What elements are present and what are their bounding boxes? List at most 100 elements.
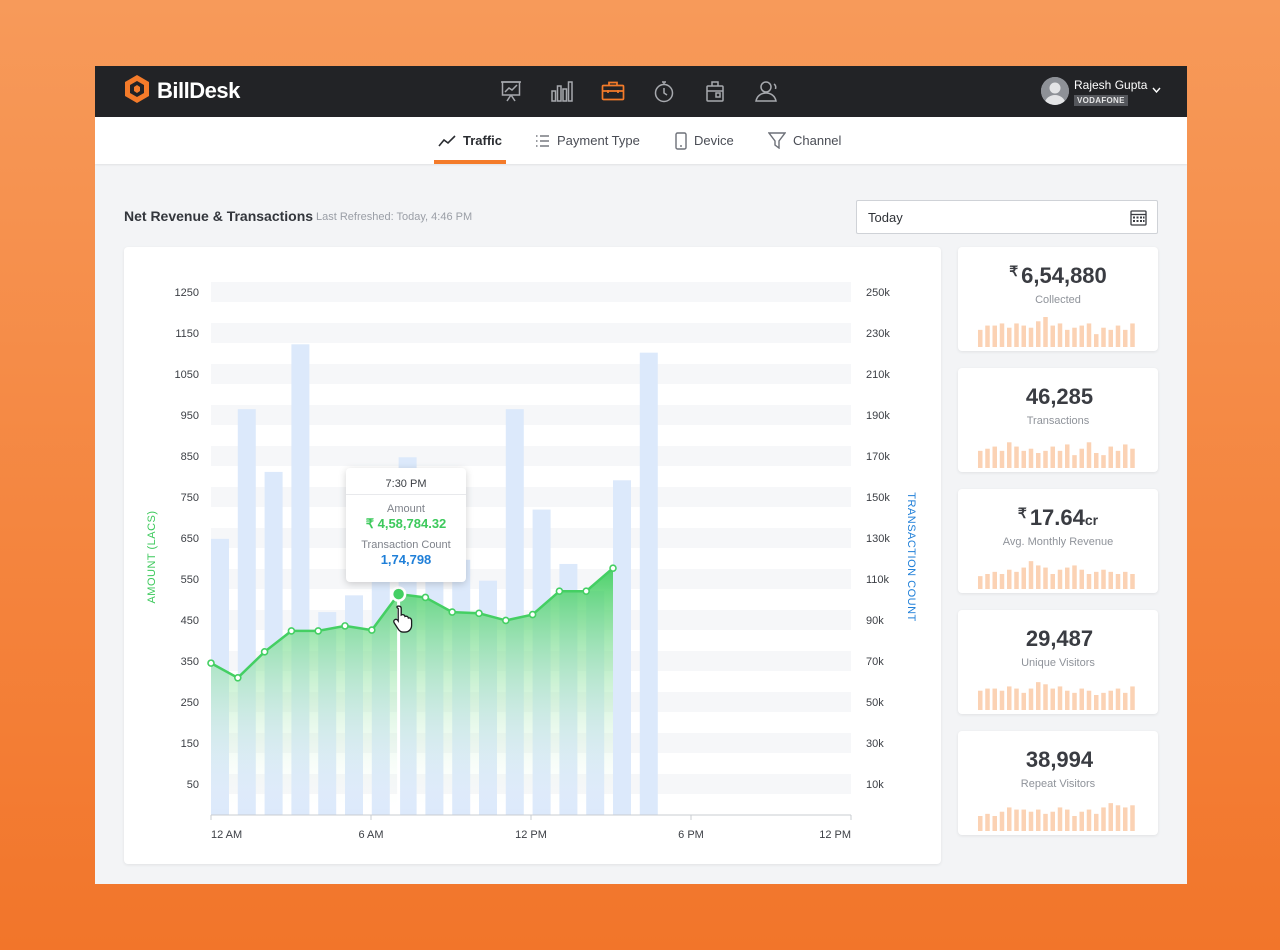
user-org-badge: VODAFONE — [1074, 95, 1128, 106]
spark-bar — [1086, 323, 1092, 347]
calendar-icon[interactable] — [1130, 209, 1147, 231]
y-tick-label: 1150 — [175, 328, 199, 340]
date-range-picker[interactable]: Today — [856, 200, 1158, 234]
amount-point — [368, 626, 376, 634]
spark-bar — [1007, 442, 1012, 468]
y2-tick-label: 110k — [866, 574, 890, 586]
spark-bar — [1057, 323, 1063, 347]
spark-bar — [1043, 450, 1048, 468]
avatar — [1041, 77, 1069, 105]
spark-bar — [1021, 325, 1026, 347]
rupee-icon: ₹ — [1009, 263, 1019, 279]
y2-tick-label: 230k — [866, 328, 890, 340]
briefcase-icon — [601, 81, 625, 101]
spark-bar — [978, 816, 983, 831]
kpi-value: 46,285 — [1025, 384, 1094, 409]
spark-bar — [1057, 450, 1063, 468]
y2-tick-label: 210k — [866, 369, 890, 381]
spark-bar — [992, 688, 997, 710]
spark-bar — [1123, 444, 1128, 468]
hand-cursor-icon — [393, 605, 413, 633]
spark-bar — [1050, 811, 1055, 831]
spark-bar — [1021, 809, 1026, 831]
last-refreshed: Last Refreshed: Today, 4:46 PM — [316, 211, 473, 223]
spark-bar — [1036, 565, 1041, 589]
nav-bar-chart[interactable] — [550, 78, 574, 104]
spark-bar — [1065, 329, 1070, 347]
spark-bar — [1130, 805, 1135, 831]
spark-bar — [999, 323, 1005, 347]
spark-bar — [1123, 571, 1128, 589]
spark-bar — [999, 450, 1005, 468]
spark-bar — [1007, 569, 1012, 589]
tab-device[interactable]: Device — [675, 117, 734, 164]
y2-tick-label: 10k — [866, 779, 884, 791]
tab-traffic[interactable]: Traffic — [433, 117, 507, 164]
kpi-sparkline — [978, 803, 1135, 831]
tab-payment-type[interactable]: Payment Type — [535, 117, 640, 164]
spark-bar — [1115, 325, 1121, 347]
kpi-card-unique-visitors[interactable]: 29,487 Unique Visitors — [958, 610, 1158, 714]
spark-bar — [985, 688, 990, 710]
nav-stopwatch[interactable] — [652, 78, 676, 104]
grid-band — [211, 364, 851, 384]
spark-bar — [1014, 571, 1019, 589]
spark-bar — [999, 811, 1005, 831]
tooltip-amount: ₹ 4,58,784.32 — [365, 516, 447, 531]
tooltip-count-label: Transaction Count — [361, 539, 451, 551]
kpi-value: 6,54,880 — [1021, 263, 1107, 288]
kpi-value-row: 38,994 — [958, 747, 1158, 773]
spark-bar — [992, 446, 997, 468]
top-nav — [499, 78, 778, 104]
spark-bar — [985, 448, 990, 468]
amount-point — [341, 622, 349, 630]
chevron-down-icon — [1152, 80, 1161, 98]
billdesk-logo-icon — [123, 74, 151, 109]
spark-bar — [1036, 682, 1041, 710]
kpi-card-transactions[interactable]: 46,285 Transactions — [958, 368, 1158, 472]
y2-tick-label: 130k — [866, 533, 890, 545]
spark-bar — [1094, 453, 1099, 468]
amount-point — [609, 564, 617, 572]
mobile-icon — [675, 131, 687, 150]
transaction-bar — [639, 352, 658, 815]
nav-users[interactable] — [754, 78, 778, 104]
amount-point — [234, 673, 242, 682]
kpi-sparkline — [978, 442, 1135, 468]
spark-bar — [1115, 450, 1121, 468]
spark-bar — [1014, 323, 1019, 347]
kpi-card-repeat-visitors[interactable]: 38,994 Repeat Visitors — [958, 731, 1158, 835]
x-tick-label: 12 AM — [211, 829, 242, 841]
nav-presentation-chart[interactable] — [499, 78, 523, 104]
amount-point — [260, 648, 269, 656]
document-clip-icon — [706, 81, 724, 102]
kpi-card-collected[interactable]: ₹6,54,880 Collected — [958, 247, 1158, 351]
spark-bar — [1050, 446, 1055, 468]
spark-bar — [1130, 323, 1135, 347]
y-tick-label: 1050 — [175, 369, 199, 381]
tooltip-count: 1,74,798 — [380, 552, 432, 567]
revenue-chart-card: 1250 1150 1050 950 850 750 650 550 450 350 250 150 5… — [124, 247, 941, 864]
spark-bar — [1086, 690, 1092, 710]
kpi-value: 17.64 — [1029, 505, 1085, 530]
spark-bar — [1028, 561, 1034, 589]
revenue-transactions-chart[interactable]: 1250 1150 1050 950 850 750 650 550 450 350 250 150 5… — [124, 247, 941, 864]
spark-bar — [1115, 688, 1121, 710]
spark-bar — [1043, 567, 1048, 589]
spark-bar — [978, 329, 983, 347]
nav-document-clip[interactable] — [703, 78, 727, 104]
spark-bar — [1086, 809, 1092, 831]
brand-logo[interactable]: BillDesk — [123, 74, 240, 109]
y-tick-label: 750 — [181, 492, 199, 504]
kpi-label: Repeat Visitors — [1020, 778, 1096, 790]
list-icon — [536, 134, 549, 147]
kpi-card-avg-monthly-revenue[interactable]: ₹17.64cr Avg. Monthly Revenue — [958, 489, 1158, 593]
presentation-chart-icon — [501, 81, 521, 102]
grid-band — [211, 405, 851, 425]
nav-briefcase[interactable] — [601, 78, 625, 104]
tab-channel[interactable]: Channel — [768, 117, 841, 164]
transaction-bar — [613, 480, 631, 815]
spark-bar — [1014, 446, 1019, 468]
amount-point — [475, 609, 483, 618]
y-tick-label: 950 — [181, 410, 199, 422]
